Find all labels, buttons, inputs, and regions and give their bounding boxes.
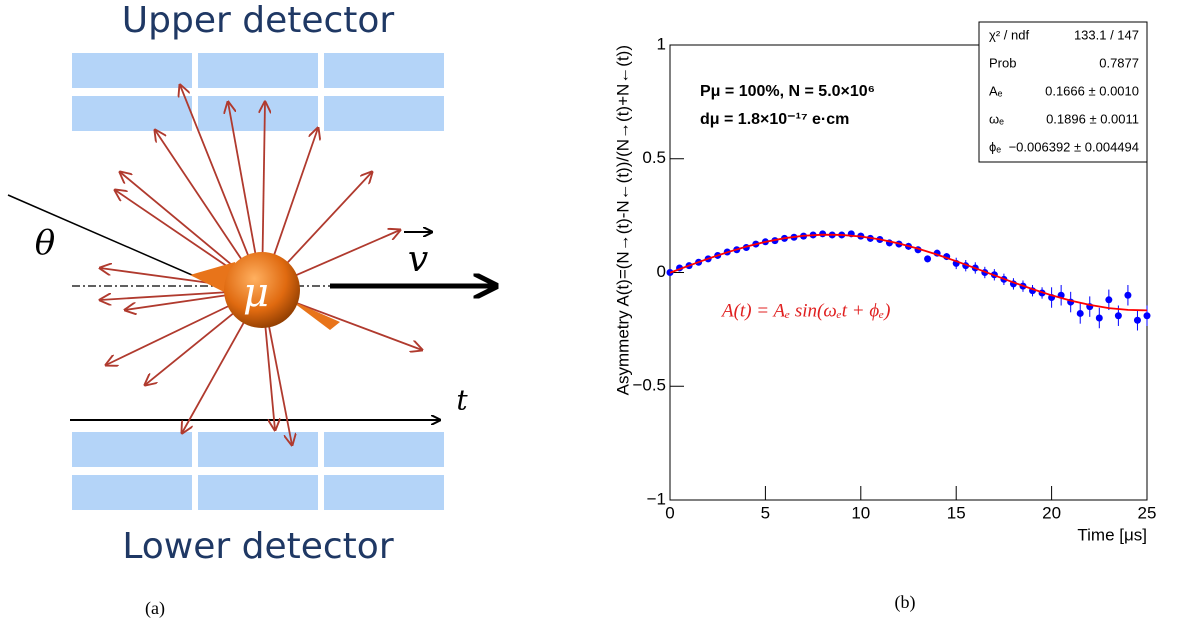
detector-block [72, 475, 192, 510]
detector-block [72, 96, 192, 131]
data-point [1114, 312, 1122, 320]
data-point [1095, 314, 1103, 322]
data-point [1133, 316, 1141, 324]
ray [281, 172, 372, 269]
data-point [1105, 296, 1113, 304]
stat-value: 133.1 / 147 [1074, 27, 1139, 42]
velocity-label: v [408, 239, 428, 280]
x-tick-label: 15 [947, 503, 966, 522]
annotation: dμ = 1.8×10⁻¹⁷ e·cm [700, 111, 849, 128]
y-tick-label: 0.5 [642, 148, 666, 167]
ray [125, 293, 233, 310]
x-tick-label: 25 [1138, 503, 1157, 522]
diagram: Upper detector Lower detector θ v t (a) … [7, 0, 496, 619]
stat-value: −0.006392 ± 0.004494 [1009, 139, 1139, 154]
ray [262, 102, 265, 261]
ray [270, 128, 318, 262]
data-point [1076, 309, 1084, 317]
muon-label: μ [243, 270, 269, 316]
detector-block [324, 96, 444, 131]
ray [115, 190, 238, 274]
stat-name: Prob [989, 55, 1016, 70]
detector-block [198, 96, 318, 131]
data-point [1124, 291, 1132, 299]
stat-name: ωₑ [989, 111, 1004, 126]
detector-block [72, 432, 192, 467]
ray [120, 172, 240, 272]
caption: (b) [895, 592, 916, 613]
stats-box [978, 21, 1148, 163]
x-tick-label: 5 [761, 503, 770, 522]
stat-name: Aₑ [989, 83, 1003, 98]
time-label: t [456, 384, 468, 417]
detector-block [72, 53, 192, 88]
fit-formula: A(t) = Aₑ sin(ωₑt + ϕₑ) [720, 300, 891, 321]
annotation: Pμ = 100%, N = 5.0×10⁶ [700, 83, 875, 100]
theta-label: θ [35, 223, 55, 263]
detector-block [198, 432, 318, 467]
y-tick-label: −0.5 [632, 376, 666, 395]
ray [106, 302, 236, 365]
caption: (a) [145, 598, 165, 619]
detector-block [324, 432, 444, 467]
x-tick-label: 20 [1042, 503, 1061, 522]
ray [289, 230, 400, 279]
y-axis-label: Asymmetry A(t)=(N→(t)-N←(t))/(N→(t)+N←(t… [613, 45, 632, 395]
ray [289, 299, 422, 350]
stat-name: ϕₑ [989, 139, 1001, 154]
ray [266, 319, 292, 445]
ray [100, 290, 233, 300]
ray [145, 308, 240, 385]
detector-block [324, 475, 444, 510]
ray [182, 315, 249, 433]
y-tick-label: 1 [657, 34, 666, 53]
data-point [924, 255, 932, 263]
fit-line [669, 233, 1148, 312]
y-tick-label: 0 [657, 262, 666, 281]
data-point [1143, 312, 1151, 320]
stat-value: 0.1896 ± 0.0011 [1046, 111, 1139, 126]
lower-label: Lower detector [122, 526, 393, 567]
ray [228, 102, 258, 261]
ray [155, 130, 247, 266]
x-tick-label: 0 [665, 503, 674, 522]
x-axis-label: Time [μs] [1077, 525, 1147, 544]
stat-value: 0.7877 [1099, 55, 1139, 70]
detector-block [198, 53, 318, 88]
x-tick-label: 10 [851, 503, 870, 522]
ray [180, 85, 252, 263]
detector-block [324, 53, 444, 88]
ray [263, 319, 275, 430]
y-tick-label: −1 [647, 489, 666, 508]
track [7, 194, 216, 286]
upper-label: Upper detector [122, 0, 395, 41]
stat-value: 0.1666 ± 0.0010 [1045, 83, 1139, 98]
muon [224, 252, 300, 328]
stat-name: χ² / ndf [989, 27, 1029, 42]
detector-block [198, 475, 318, 510]
